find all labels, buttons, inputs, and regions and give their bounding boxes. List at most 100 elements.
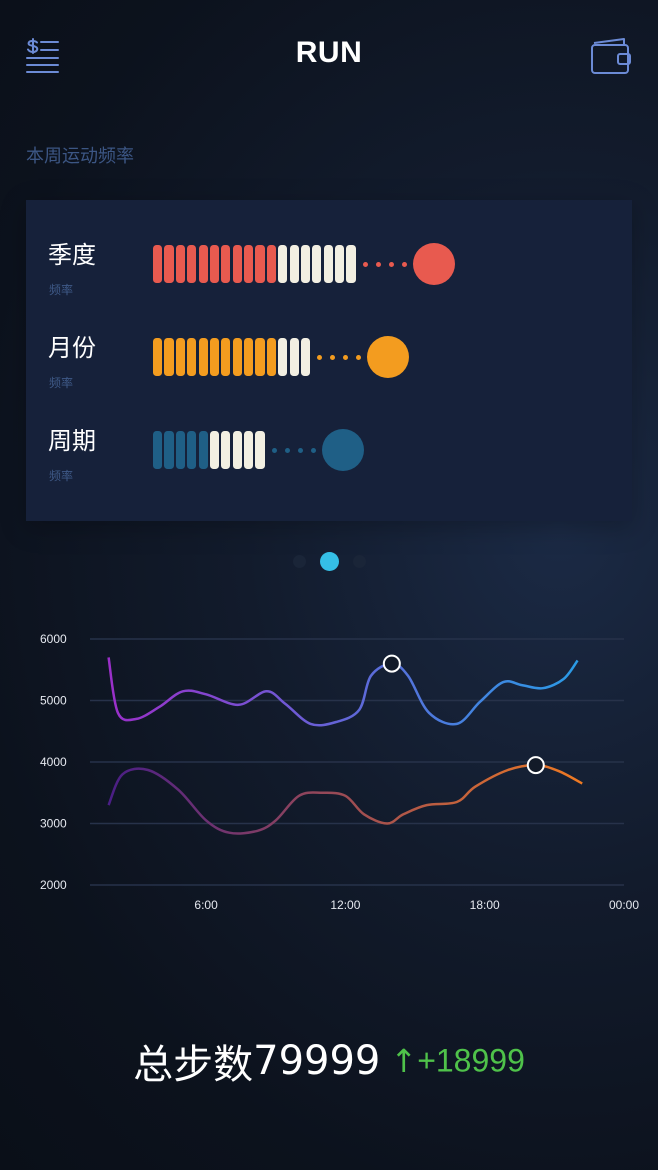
bar-filled: [153, 245, 163, 283]
bar-filled: [164, 245, 174, 283]
steps-delta: +18999: [417, 1042, 525, 1079]
connector-dot: [376, 262, 381, 267]
page-dot[interactable]: [292, 555, 306, 568]
steps-line-chart: 6000 5000 4000 3000 2000 6:00 12:00 18:00 00:00: [40, 632, 639, 912]
bar-filled: [221, 338, 231, 376]
frequency-bars: [153, 245, 356, 283]
connector-dot: [284, 448, 290, 453]
page-title: RUN: [295, 36, 363, 69]
y-axis: 6000 5000 4000 3000 2000: [40, 632, 67, 892]
series-line-1: [107, 657, 579, 727]
total-steps-value: 79999: [253, 1038, 381, 1084]
bar-empty: [335, 245, 345, 283]
x-tick-label: 00:00: [609, 898, 639, 912]
connector-dot: [310, 448, 316, 453]
connector-dot: [330, 355, 336, 360]
series-line-2: [107, 763, 583, 835]
bar-filled: [255, 245, 265, 283]
connector-dot: [317, 355, 323, 360]
connector-dot: [271, 448, 277, 453]
bar-empty: [289, 245, 299, 283]
bar-empty: [300, 338, 311, 376]
connector-dots: [363, 262, 407, 267]
bar-empty: [232, 431, 242, 469]
bar-empty: [346, 245, 356, 283]
frequency-card: 季度 频率 月份 频率 周期 频率: [26, 200, 632, 521]
y-tick-label: 5000: [40, 694, 67, 708]
connector-dot: [343, 355, 349, 360]
total-steps-label: 总步数: [133, 1042, 254, 1088]
series-2-highlight-point[interactable]: [526, 756, 545, 775]
page-indicator: [0, 552, 658, 571]
bar-filled: [198, 338, 208, 376]
bar-filled: [164, 338, 174, 376]
bar-empty: [278, 338, 288, 376]
connector-dot: [402, 262, 407, 267]
bar-empty: [244, 431, 254, 469]
bar-filled: [266, 338, 276, 376]
connector-dot: [389, 262, 394, 267]
x-tick-label: 6:00: [194, 898, 218, 912]
bar-filled: [221, 245, 231, 283]
y-tick-label: 3000: [40, 817, 67, 831]
frequency-row-quarter: 季度 频率: [26, 235, 632, 305]
connector-dot: [356, 355, 362, 360]
frequency-indicator[interactable]: [367, 336, 410, 378]
bar-filled: [153, 431, 163, 469]
bar-empty: [221, 431, 231, 469]
connector-dot: [297, 448, 303, 453]
up-arrow-icon: ↑: [390, 1042, 418, 1080]
frequency-indicator[interactable]: [413, 243, 455, 285]
frequency-row-month: 月份 频率: [26, 328, 632, 398]
bar-filled: [244, 338, 254, 376]
dollar-list-icon[interactable]: [24, 36, 60, 74]
x-axis: 6:00 12:00 18:00 00:00: [194, 898, 639, 912]
bar-filled: [255, 338, 265, 376]
bar-filled: [187, 431, 197, 469]
wallet-icon[interactable]: [590, 37, 632, 75]
frequency-bars: [153, 431, 265, 469]
bar-filled: [153, 338, 163, 376]
bar-empty: [289, 338, 299, 376]
bar-empty: [323, 245, 333, 283]
bar-filled: [198, 245, 208, 283]
y-tick-label: 2000: [40, 878, 67, 892]
bar-filled: [209, 245, 220, 283]
bar-filled: [244, 245, 254, 283]
x-tick-label: 18:00: [470, 898, 500, 912]
bar-empty: [209, 431, 220, 469]
page-dot[interactable]: [319, 552, 339, 571]
header: RUN: [0, 0, 658, 110]
row-sublabel: 频率: [49, 283, 74, 297]
bar-empty: [312, 245, 322, 283]
bar-empty: [300, 245, 311, 283]
frequency-row-cycle: 周期 频率: [26, 421, 632, 491]
bar-filled: [266, 245, 276, 283]
section-title: 本周运动频率: [26, 146, 134, 167]
bar-filled: [232, 245, 242, 283]
series-1-highlight-point[interactable]: [382, 654, 401, 673]
bar-filled: [232, 338, 242, 376]
frequency-bars: [153, 338, 311, 376]
bar-filled: [209, 338, 220, 376]
bar-filled: [164, 431, 174, 469]
row-sublabel: 频率: [49, 376, 74, 390]
connector-dot: [363, 262, 368, 267]
frequency-indicator[interactable]: [321, 429, 364, 471]
total-steps: 总步数79999 ↑+18999: [0, 1032, 658, 1090]
bar-filled: [175, 431, 185, 469]
connector-dots: [317, 355, 362, 360]
y-tick-label: 4000: [40, 755, 67, 769]
bar-filled: [187, 338, 197, 376]
row-label: 季度: [48, 241, 96, 269]
row-label: 周期: [48, 427, 96, 455]
bar-empty: [278, 245, 288, 283]
bar-filled: [198, 431, 208, 469]
bar-filled: [175, 245, 185, 283]
bar-filled: [175, 338, 185, 376]
row-sublabel: 频率: [49, 469, 74, 483]
bar-empty: [255, 431, 265, 469]
x-tick-label: 12:00: [330, 898, 360, 912]
bar-filled: [187, 245, 197, 283]
page-dot[interactable]: [352, 555, 366, 568]
